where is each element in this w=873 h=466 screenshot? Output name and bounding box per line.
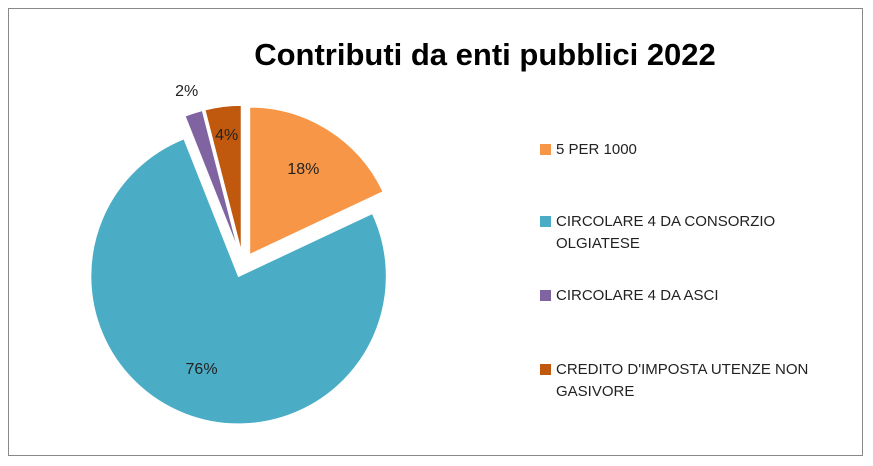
legend-swatch (540, 216, 551, 227)
legend-item: CREDITO D'IMPOSTA UTENZE NON GASIVORE (540, 359, 810, 403)
legend-label: 5 PER 1000 (556, 141, 637, 158)
legend-item: CIRCOLARE 4 DA ASCI (540, 285, 810, 307)
data-label: 2% (175, 83, 198, 100)
legend-label: CIRCOLARE 4 DA ASCI (556, 287, 719, 304)
legend-item: CIRCOLARE 4 DA CONSORZIO OLGIATESE (540, 211, 810, 255)
pie-slice (183, 109, 241, 254)
pie-slice (203, 104, 243, 254)
data-label: 18% (287, 161, 319, 178)
chart-title: Contributi da enti pubblici 2022 (254, 37, 716, 72)
legend-label: CREDITO D'IMPOSTA UTENZE NON GASIVORE (556, 361, 809, 400)
legend-swatch (540, 290, 551, 301)
chart-frame (8, 8, 863, 456)
pie-slice (89, 137, 388, 425)
legend-label: CIRCOLARE 4 DA CONSORZIO OLGIATESE (556, 213, 776, 252)
legend-item: 5 PER 1000 (540, 139, 810, 161)
legend-swatch (540, 364, 551, 375)
data-label: 4% (215, 127, 238, 144)
legend-swatch (540, 144, 551, 155)
data-label: 76% (186, 361, 218, 378)
pie-slice (248, 106, 385, 257)
